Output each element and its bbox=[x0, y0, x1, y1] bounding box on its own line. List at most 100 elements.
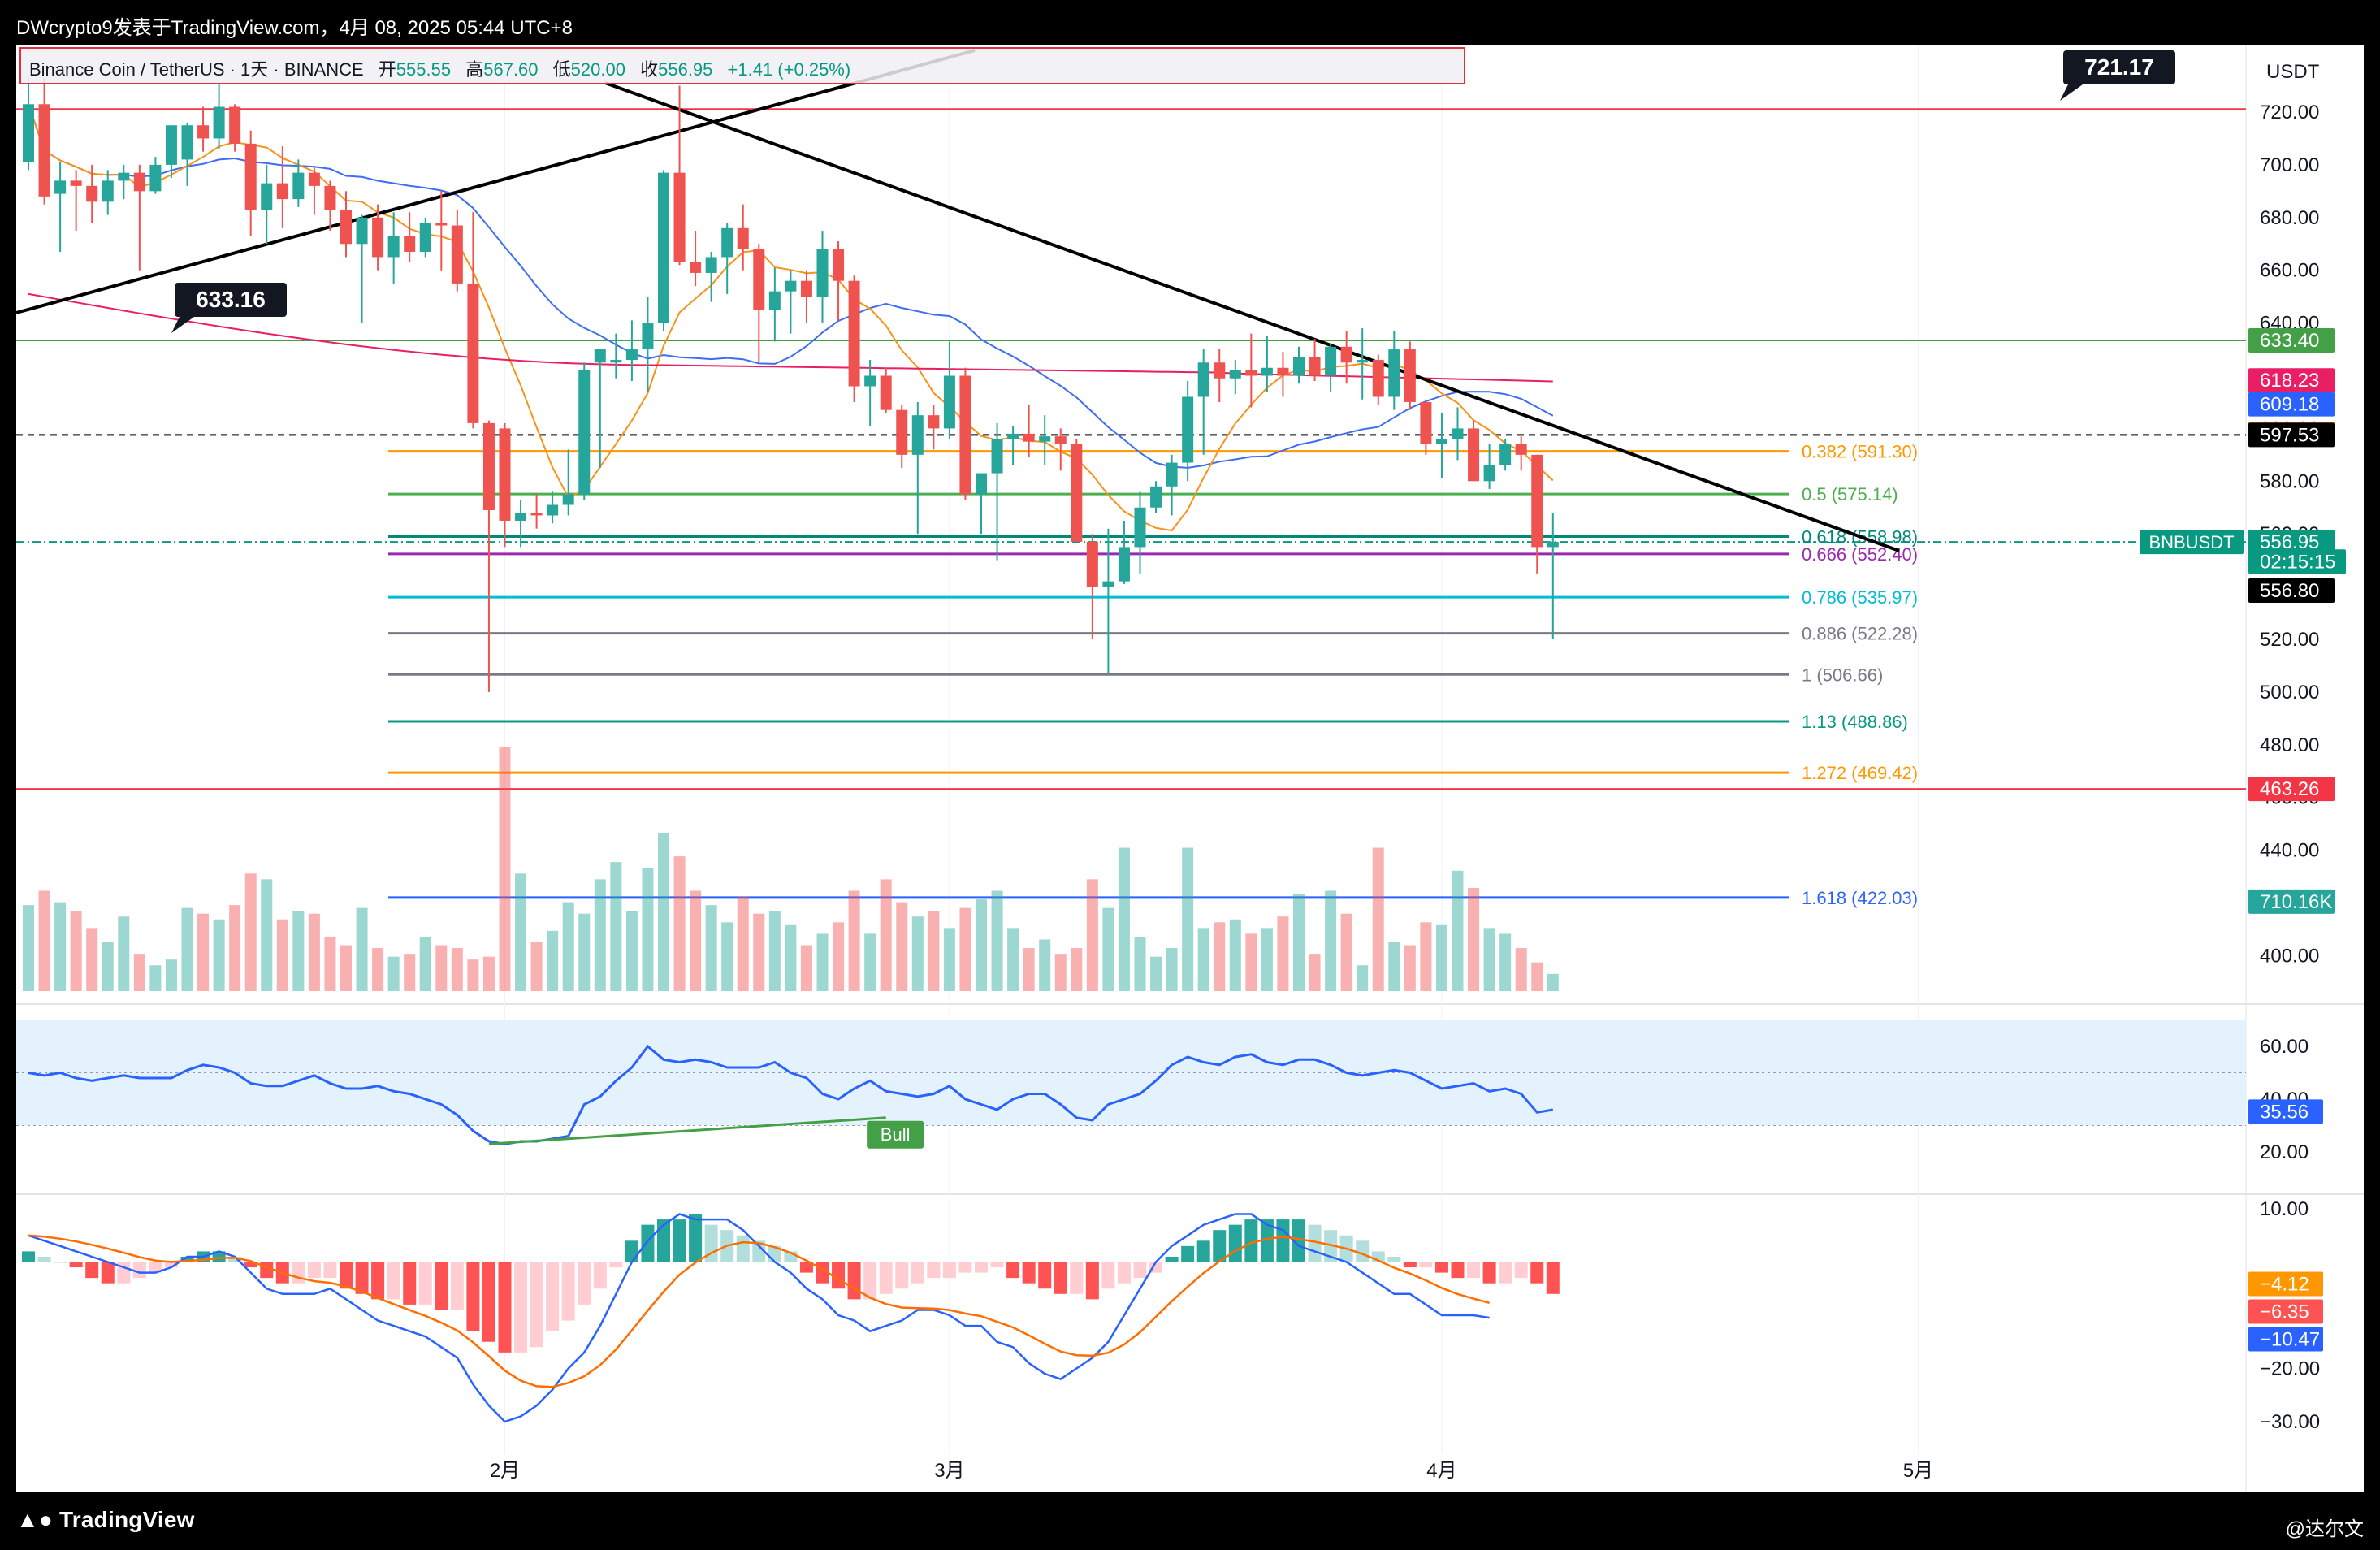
candle-body[interactable] bbox=[435, 223, 448, 226]
candle-body[interactable] bbox=[1150, 486, 1162, 508]
candle-body[interactable] bbox=[943, 375, 955, 429]
candle-body[interactable] bbox=[1102, 581, 1114, 587]
candle-body[interactable] bbox=[1404, 349, 1416, 402]
candle-body[interactable] bbox=[133, 172, 145, 192]
candle-body[interactable] bbox=[1388, 349, 1400, 397]
candle-body[interactable] bbox=[181, 125, 193, 160]
candle-body[interactable] bbox=[86, 185, 98, 202]
candle-body[interactable] bbox=[340, 210, 352, 245]
candle-body[interactable] bbox=[1245, 370, 1257, 376]
candle-body[interactable] bbox=[292, 172, 305, 200]
candle-body[interactable] bbox=[244, 143, 257, 210]
candle-body[interactable] bbox=[562, 494, 574, 505]
macd-line[interactable] bbox=[28, 1213, 1490, 1423]
candle-body[interactable] bbox=[1483, 465, 1495, 482]
candle-body[interactable] bbox=[1214, 362, 1226, 379]
candle-body[interactable] bbox=[229, 106, 241, 144]
candle-body[interactable] bbox=[324, 185, 336, 210]
candle-body[interactable] bbox=[1277, 367, 1289, 376]
ascending-trendline[interactable] bbox=[15, 49, 976, 314]
candle-body[interactable] bbox=[261, 183, 273, 210]
candle-body[interactable] bbox=[959, 375, 971, 495]
candle-body[interactable] bbox=[38, 104, 50, 197]
candle-body[interactable] bbox=[1071, 444, 1083, 542]
candle-body[interactable] bbox=[721, 227, 733, 258]
candle-body[interactable] bbox=[1420, 401, 1432, 444]
candle-body[interactable] bbox=[1039, 436, 1051, 442]
candle-body[interactable] bbox=[594, 349, 606, 363]
candle-body[interactable] bbox=[467, 283, 479, 423]
candle-body[interactable] bbox=[372, 217, 384, 258]
candle-body[interactable] bbox=[673, 172, 686, 262]
candle-body[interactable] bbox=[1118, 547, 1130, 582]
candle-body[interactable] bbox=[102, 180, 114, 202]
candle-body[interactable] bbox=[658, 172, 669, 323]
candle-body[interactable] bbox=[1166, 462, 1178, 487]
candle-body[interactable] bbox=[54, 180, 67, 194]
candle-body[interactable] bbox=[499, 428, 511, 521]
candle-body[interactable] bbox=[911, 415, 924, 455]
candle-body[interactable] bbox=[785, 280, 797, 292]
candle-body[interactable] bbox=[928, 415, 940, 429]
rsi-line[interactable] bbox=[28, 1044, 1554, 1145]
candle-body[interactable] bbox=[976, 473, 987, 495]
candle-body[interactable] bbox=[165, 125, 177, 165]
candle-body[interactable] bbox=[705, 257, 717, 273]
candle-body[interactable] bbox=[1468, 428, 1480, 482]
candle-body[interactable] bbox=[213, 106, 225, 139]
candle-body[interactable] bbox=[1531, 454, 1543, 548]
candle-body[interactable] bbox=[578, 370, 591, 495]
candle-body[interactable] bbox=[625, 349, 638, 361]
candle-body[interactable] bbox=[1325, 346, 1337, 376]
candle-body[interactable] bbox=[482, 422, 495, 510]
candle-body[interactable] bbox=[356, 217, 368, 245]
candle-body[interactable] bbox=[387, 236, 400, 258]
candle-body[interactable] bbox=[70, 180, 82, 186]
price-chart[interactable]: USDT720.00700.00680.00660.00640.00620.00… bbox=[0, 0, 2380, 1492]
candle-body[interactable] bbox=[610, 360, 622, 363]
candle-body[interactable] bbox=[118, 172, 130, 181]
candle-body[interactable] bbox=[1007, 433, 1019, 439]
candle-body[interactable] bbox=[816, 249, 829, 297]
candle-body[interactable] bbox=[768, 291, 781, 310]
candle-body[interactable] bbox=[800, 280, 812, 297]
candle-body[interactable] bbox=[1229, 370, 1241, 379]
candle-body[interactable] bbox=[864, 375, 876, 387]
candle-body[interactable] bbox=[419, 223, 431, 252]
candle-body[interactable] bbox=[23, 104, 34, 162]
candle-body[interactable] bbox=[1372, 360, 1384, 397]
candle-body[interactable] bbox=[1293, 357, 1305, 376]
candle-body[interactable] bbox=[1023, 433, 1035, 442]
candle-body[interactable] bbox=[1261, 367, 1273, 376]
candle-body[interactable] bbox=[1452, 428, 1464, 439]
candle-body[interactable] bbox=[197, 125, 210, 139]
candle-body[interactable] bbox=[880, 375, 892, 410]
candle-body[interactable] bbox=[1340, 346, 1352, 363]
candle-body[interactable] bbox=[1309, 357, 1321, 376]
candle-body[interactable] bbox=[515, 513, 527, 521]
candle-body[interactable] bbox=[690, 262, 702, 273]
macd-signal-line[interactable] bbox=[28, 1234, 1490, 1388]
candle-body[interactable] bbox=[833, 249, 845, 281]
candle-body[interactable] bbox=[1547, 541, 1559, 548]
candle-body[interactable] bbox=[1515, 444, 1527, 455]
candle-body[interactable] bbox=[308, 172, 320, 186]
candle-body[interactable] bbox=[737, 227, 749, 249]
candle-body[interactable] bbox=[642, 323, 654, 350]
candle-body[interactable] bbox=[547, 504, 559, 516]
candle-body[interactable] bbox=[848, 280, 860, 387]
candle-body[interactable] bbox=[1134, 507, 1146, 548]
candle-body[interactable] bbox=[530, 513, 543, 516]
candle-body[interactable] bbox=[1197, 362, 1209, 397]
candle-body[interactable] bbox=[991, 439, 1003, 474]
candle-body[interactable] bbox=[1499, 444, 1512, 465]
candle-body[interactable] bbox=[1182, 396, 1194, 463]
descending-trendline[interactable] bbox=[604, 81, 1900, 552]
candle-body[interactable] bbox=[1435, 439, 1447, 444]
candle-body[interactable] bbox=[1086, 541, 1098, 587]
candle-body[interactable] bbox=[276, 183, 288, 200]
candle-body[interactable] bbox=[1054, 436, 1067, 444]
candle-body[interactable] bbox=[149, 164, 162, 192]
candle-body[interactable] bbox=[404, 236, 416, 252]
tradingview-logo[interactable]: ▲● TradingView bbox=[16, 1507, 195, 1533]
